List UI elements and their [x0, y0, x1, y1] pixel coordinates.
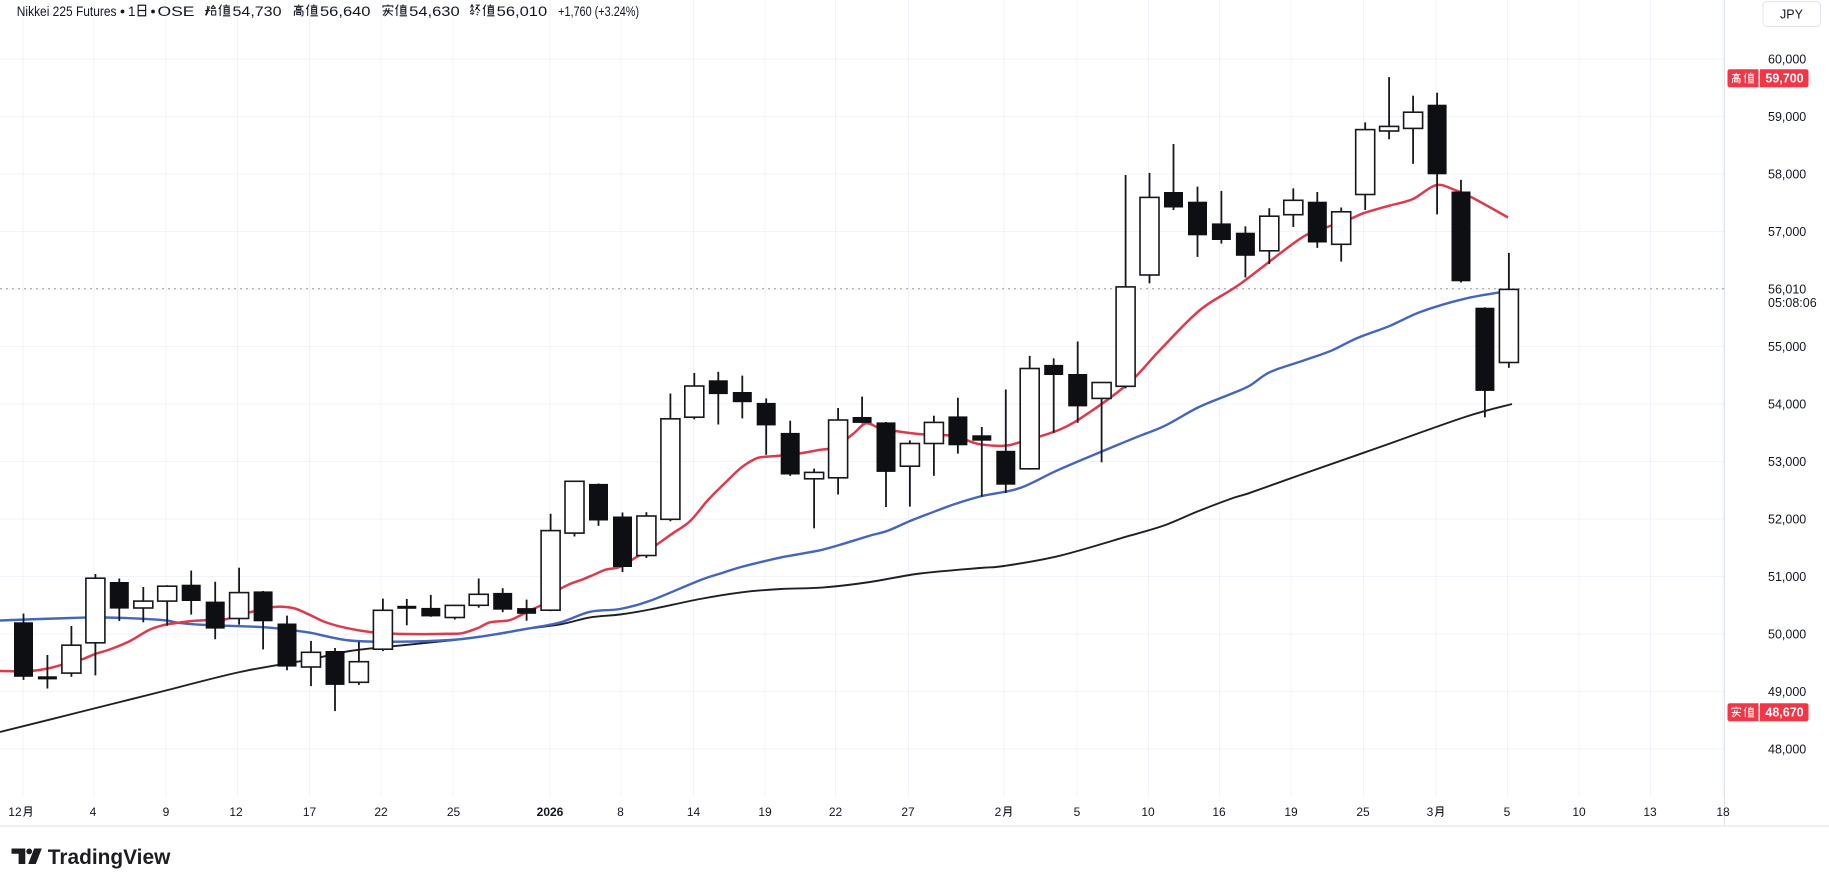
- svg-text:16: 16: [1212, 805, 1226, 819]
- svg-text:TradingView: TradingView: [48, 845, 171, 869]
- svg-text:50,000: 50,000: [1768, 628, 1806, 642]
- svg-text:49,000: 49,000: [1768, 685, 1806, 699]
- svg-text:54,630: 54,630: [409, 4, 460, 20]
- svg-text:27: 27: [901, 805, 915, 819]
- svg-text:OSE: OSE: [158, 4, 195, 20]
- svg-text:57,000: 57,000: [1768, 225, 1806, 239]
- svg-text:22: 22: [374, 805, 388, 819]
- svg-text:12: 12: [8, 805, 22, 819]
- svg-text:60,000: 60,000: [1768, 53, 1806, 67]
- svg-text:52,000: 52,000: [1768, 513, 1806, 527]
- svg-text:8: 8: [617, 805, 624, 819]
- svg-text:56,640: 56,640: [320, 4, 371, 20]
- svg-text:05:08:06: 05:08:06: [1768, 296, 1817, 310]
- svg-text:59,000: 59,000: [1768, 110, 1806, 124]
- svg-text:13: 13: [1643, 805, 1657, 819]
- svg-text:2026: 2026: [537, 805, 564, 819]
- svg-text:59,700: 59,700: [1765, 72, 1803, 86]
- svg-text:25: 25: [1356, 805, 1370, 819]
- svg-text:55,000: 55,000: [1768, 340, 1806, 354]
- svg-text:18: 18: [1716, 805, 1730, 819]
- svg-text:+1,760 (+3.24%): +1,760 (+3.24%): [558, 4, 639, 19]
- svg-text:48,670: 48,670: [1765, 706, 1803, 720]
- svg-text:25: 25: [447, 805, 461, 819]
- svg-text:54,730: 54,730: [233, 4, 282, 20]
- svg-text:22: 22: [829, 805, 843, 819]
- svg-text:Nikkei 225 Futures: Nikkei 225 Futures: [17, 4, 117, 19]
- svg-text:2: 2: [995, 805, 1002, 819]
- svg-text:19: 19: [758, 805, 772, 819]
- svg-text:58,000: 58,000: [1768, 168, 1806, 182]
- svg-text:10: 10: [1141, 805, 1155, 819]
- svg-text:1: 1: [128, 4, 136, 19]
- svg-text:56,010: 56,010: [1768, 283, 1806, 297]
- svg-text:51,000: 51,000: [1768, 570, 1806, 584]
- svg-text:9: 9: [163, 805, 170, 819]
- svg-text:19: 19: [1284, 805, 1298, 819]
- svg-text:48,000: 48,000: [1768, 743, 1806, 757]
- svg-text:4: 4: [90, 805, 97, 819]
- svg-text:10: 10: [1572, 805, 1586, 819]
- svg-text:3: 3: [1427, 805, 1434, 819]
- svg-text:14: 14: [687, 805, 701, 819]
- svg-text:JPY: JPY: [1780, 8, 1804, 22]
- svg-text:53,000: 53,000: [1768, 455, 1806, 469]
- svg-text:17: 17: [303, 805, 317, 819]
- svg-text:56,010: 56,010: [497, 4, 548, 20]
- svg-text:5: 5: [1074, 805, 1081, 819]
- svg-text:5: 5: [1504, 805, 1511, 819]
- svg-text:12: 12: [229, 805, 243, 819]
- svg-text:54,000: 54,000: [1768, 398, 1806, 412]
